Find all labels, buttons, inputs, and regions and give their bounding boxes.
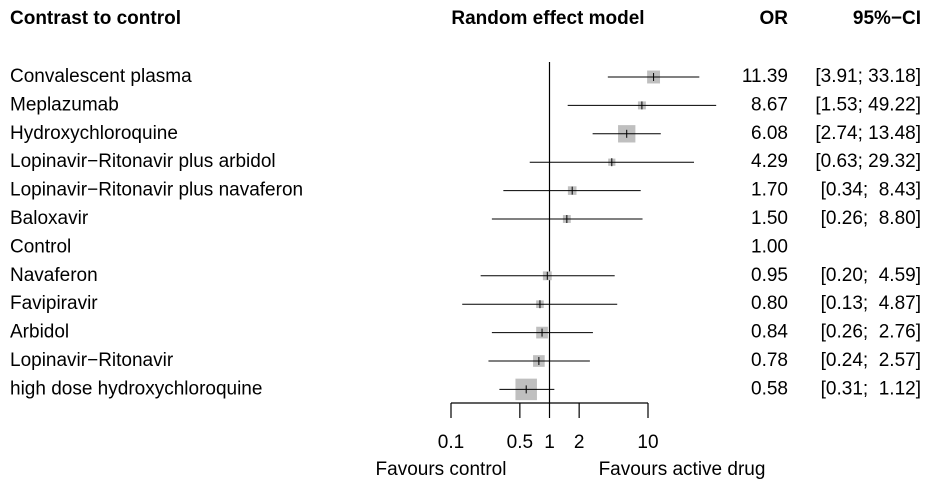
row-label: Lopinavir−Ritonavir plus navaferon xyxy=(10,180,303,201)
ci-label: [0.34; 8.43] xyxy=(821,180,921,201)
or-label: 0.80 xyxy=(751,293,788,314)
ci-label: [0.63; 29.32] xyxy=(815,151,921,172)
x-tick-label: 1 xyxy=(544,432,555,453)
row-label: Meplazumab xyxy=(10,94,119,115)
or-label: 0.78 xyxy=(751,350,788,371)
column-header: Contrast to control xyxy=(10,8,181,29)
ci-label: [1.53; 49.22] xyxy=(815,94,921,115)
column-header: Random effect model xyxy=(451,8,644,29)
ci-label: [3.91; 33.18] xyxy=(815,66,921,87)
or-label: 0.84 xyxy=(751,322,788,343)
row-label: Baloxavir xyxy=(10,208,89,229)
row-label: Hydroxychloroquine xyxy=(10,123,178,144)
x-tick-label: 0.5 xyxy=(507,432,533,453)
ci-label: [0.31; 1.12] xyxy=(821,378,921,399)
row-label: Lopinavir−Ritonavir plus arbidol xyxy=(10,151,276,172)
row-label: Convalescent plasma xyxy=(10,66,192,87)
row-label: high dose hydroxychloroquine xyxy=(10,378,262,399)
ci-label: [0.26; 2.76] xyxy=(821,322,921,343)
x-axis-label: Favours active drug xyxy=(599,459,766,480)
x-tick-label: 2 xyxy=(574,432,585,453)
x-tick-label: 0.1 xyxy=(438,432,464,453)
column-header: OR xyxy=(760,8,789,29)
x-axis-label: Favours control xyxy=(376,459,507,480)
or-label: 0.95 xyxy=(751,265,788,286)
or-label: 1.70 xyxy=(751,180,788,201)
row-label: Favipiravir xyxy=(10,293,98,314)
row-label: Lopinavir−Ritonavir xyxy=(10,350,174,371)
or-label: 0.58 xyxy=(751,378,788,399)
or-label: 11.39 xyxy=(742,66,788,87)
or-label: 4.29 xyxy=(751,151,788,172)
row-label: Arbidol xyxy=(10,322,69,343)
or-label: 8.67 xyxy=(751,94,788,115)
ci-label: [0.26; 8.80] xyxy=(821,208,921,229)
x-tick-label: 10 xyxy=(637,432,658,453)
or-label: 6.08 xyxy=(751,123,788,144)
ci-label: [0.13; 4.87] xyxy=(821,293,921,314)
ci-label: [0.20; 4.59] xyxy=(821,265,921,286)
ci-label: [0.24; 2.57] xyxy=(821,350,921,371)
column-header: 95%−CI xyxy=(853,8,921,29)
or-label: 1.50 xyxy=(751,208,788,229)
ci-label: [2.74; 13.48] xyxy=(815,123,921,144)
or-label: 1.00 xyxy=(751,236,788,257)
row-label: Control xyxy=(10,236,71,257)
row-label: Navaferon xyxy=(10,265,98,286)
